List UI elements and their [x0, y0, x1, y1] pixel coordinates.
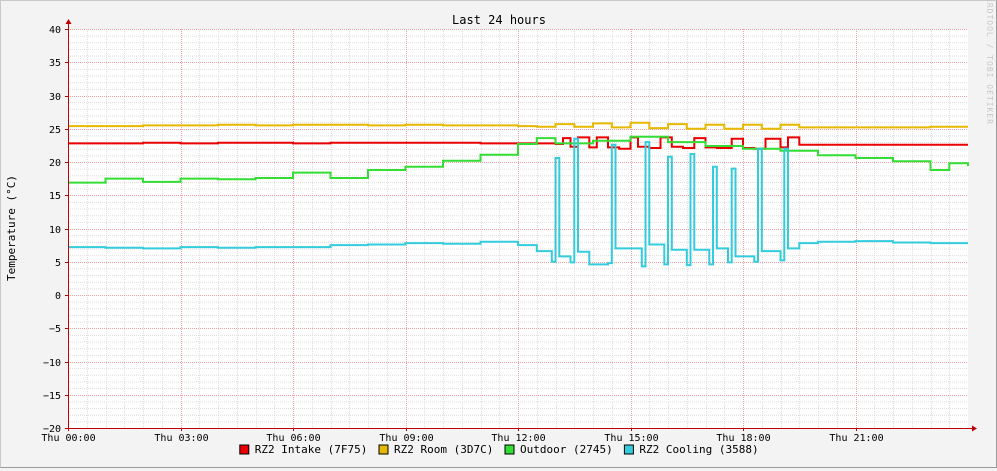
y-tick-label: 0 — [55, 291, 61, 302]
y-tick-label: 20 — [49, 158, 61, 169]
x-tick-label: Thu 21:00 — [829, 433, 883, 444]
y-tick-label: 25 — [49, 125, 61, 136]
x-tick-label: Thu 15:00 — [604, 433, 658, 444]
series-line-1 — [68, 121, 968, 130]
legend-label-3: RZ2 Cooling (3588) — [639, 443, 758, 456]
axes — [65, 19, 977, 432]
x-tick-label: Thu 18:00 — [716, 433, 770, 444]
x-tick-label: Thu 03:00 — [154, 433, 208, 444]
y-axis-tick-labels: 40 35 30 25 20 15 10 5 0 −5 −10 −15 −20 — [43, 25, 61, 435]
legend-swatch-3 — [623, 444, 634, 455]
y-tick-label: −10 — [43, 358, 61, 369]
y-tick-label: 30 — [49, 92, 61, 103]
legend-label-1: RZ2 Room (3D7C) — [394, 443, 493, 456]
y-tick-label: 35 — [49, 58, 61, 69]
y-tick-label: 10 — [49, 225, 61, 236]
y-tick-label: 5 — [55, 258, 61, 269]
series-line-2 — [68, 135, 969, 184]
y-tick-label: 15 — [49, 191, 61, 202]
legend-label-2: Outdoor (2745) — [520, 443, 613, 456]
x-axis-tick-labels: Thu 00:00 Thu 03:00 Thu 06:00 Thu 09:00 Thu … — [41, 433, 883, 444]
chart-title: Last 24 hours — [452, 13, 546, 27]
x-tick-label: Thu 09:00 — [379, 433, 433, 444]
x-tick-label: Thu 12:00 — [491, 433, 545, 444]
x-tick-label: Thu 06:00 — [266, 433, 320, 444]
legend-label-0: RZ2 Intake (7F75) — [255, 443, 368, 456]
legend-swatch-0 — [239, 444, 250, 455]
legend-swatch-2 — [504, 444, 515, 455]
y-tick-label: 40 — [49, 25, 61, 36]
y-tick-label: −5 — [49, 324, 61, 335]
rrdtool-watermark: RRDTOOL / TOBI OETIKER — [985, 1, 994, 125]
y-tick-label: −15 — [43, 391, 61, 402]
x-tick-label: Thu 00:00 — [41, 433, 95, 444]
legend-swatch-1 — [378, 444, 389, 455]
major-grid — [65, 29, 968, 431]
x-axis-arrow — [972, 425, 977, 432]
y-axis-arrow — [65, 19, 72, 24]
series-lines — [68, 121, 969, 268]
minor-grid — [68, 29, 968, 428]
series-line-3 — [68, 137, 968, 268]
legend: RZ2 Intake (7F75) RZ2 Room (3D7C) Outdoor … — [239, 443, 759, 456]
y-axis-label: Temperature (°C) — [5, 175, 18, 281]
y-tick-label: −20 — [43, 424, 61, 435]
